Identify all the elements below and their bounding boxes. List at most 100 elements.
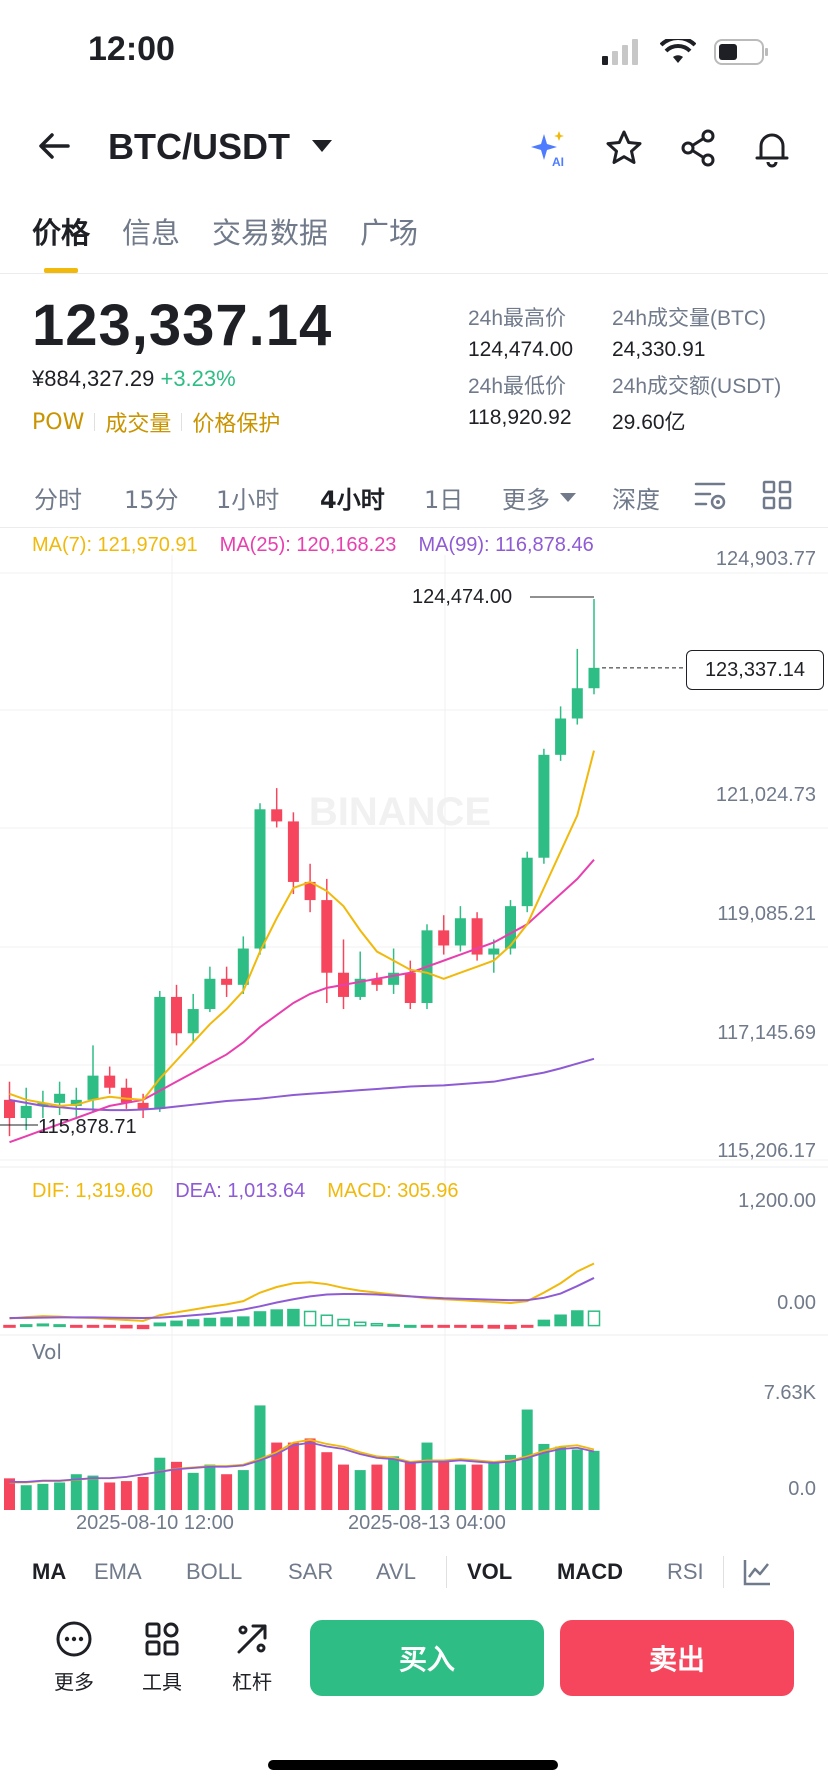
macd-histogram-bar	[103, 1324, 116, 1328]
macd-histogram-bar	[470, 1324, 484, 1329]
volume-bar	[438, 1461, 450, 1510]
candle-body	[454, 918, 466, 946]
tools-action[interactable]: 工具	[132, 1620, 192, 1695]
top-nav: BTC/USDT AI	[0, 118, 828, 174]
macd-histogram-bar	[537, 1319, 551, 1327]
tag-list: POW 成交量 价格保护	[32, 406, 280, 438]
candle	[521, 851, 533, 913]
vol-ma-line-2	[9, 1441, 595, 1483]
volume-bar	[221, 1474, 233, 1510]
timeframe-1d[interactable]: 1日	[424, 486, 464, 514]
macd-histogram-bar	[19, 1324, 33, 1328]
tab-price[interactable]: 价格	[32, 216, 91, 250]
signal-icon	[602, 39, 638, 65]
timeframe-1h[interactable]: 1小时	[216, 486, 280, 514]
tag-volume[interactable]: 成交量	[105, 412, 172, 437]
bell-icon[interactable]	[752, 128, 792, 168]
price-axis-label: 117,145.69	[717, 1022, 816, 1044]
indicator-macd[interactable]: MACD	[557, 1559, 623, 1584]
candlestick-chart[interactable]: BINANCE	[0, 555, 828, 1515]
sell-button[interactable]: 卖出	[560, 1620, 794, 1696]
macd-histogram-bar	[437, 1324, 450, 1328]
indicator-ma[interactable]: MA	[32, 1559, 67, 1584]
macd-histogram-bar	[320, 1314, 334, 1327]
volume-bar	[54, 1482, 66, 1510]
more-action[interactable]: 更多	[44, 1620, 104, 1695]
candle-body	[505, 906, 516, 949]
volume-bar	[171, 1461, 182, 1510]
volume-bar	[304, 1438, 316, 1510]
indicator-sar[interactable]: SAR	[288, 1559, 334, 1584]
candle-body	[571, 688, 583, 719]
macd-histogram-bar	[337, 1318, 350, 1327]
depth-button[interactable]: 深度	[612, 486, 660, 514]
pair-dropdown-icon[interactable]	[312, 140, 332, 152]
candle-body	[70, 1099, 82, 1106]
candle-body	[471, 918, 483, 955]
volume-bar	[20, 1485, 32, 1510]
price-axis-label: 121,024.73	[715, 784, 816, 806]
tag-pow[interactable]: POW	[32, 409, 85, 435]
volume-bar	[388, 1456, 400, 1510]
candle-body	[438, 930, 450, 946]
favorite-star-icon[interactable]	[604, 128, 644, 168]
macd-panel	[3, 1262, 601, 1330]
grid-layout-icon[interactable]	[762, 480, 792, 510]
timeframe-more[interactable]: 更多	[502, 486, 550, 514]
volume-bar	[37, 1483, 49, 1510]
buy-button[interactable]: 买入	[310, 1620, 544, 1696]
back-arrow-icon[interactable]	[34, 126, 74, 166]
timeframe-4h[interactable]: 4小时	[320, 486, 385, 514]
volume-bar	[4, 1478, 15, 1510]
stat-value: 118,920.92	[468, 406, 572, 429]
indicator-rsi[interactable]: RSI	[667, 1559, 704, 1584]
candle-body	[388, 972, 400, 985]
wifi-icon	[660, 39, 696, 63]
stat-value: 29.60亿	[612, 411, 686, 434]
indicator-avl[interactable]: AVL	[376, 1559, 416, 1584]
leverage-action[interactable]: 杠杆	[222, 1620, 282, 1695]
indicator-settings-icon[interactable]	[742, 1557, 772, 1587]
candle-body	[237, 948, 249, 985]
trading-pair-title[interactable]: BTC/USDT	[108, 126, 290, 167]
candle-body	[321, 900, 333, 973]
binance-watermark: BINANCE	[309, 790, 491, 834]
macd-value: MACD: 305.96	[327, 1180, 459, 1202]
candle	[70, 1087, 82, 1119]
chart-settings-icon[interactable]	[694, 480, 728, 512]
candle-body	[171, 996, 182, 1034]
candle	[204, 966, 216, 1013]
candle	[538, 748, 550, 864]
indicator-bar: MA EMA BOLL SAR AVL VOL MACD RSI	[32, 1556, 772, 1588]
tag-price-protection[interactable]: 价格保护	[192, 412, 281, 437]
indicator-vol[interactable]: VOL	[467, 1559, 513, 1584]
share-icon[interactable]	[678, 128, 718, 168]
ma99-line	[9, 1057, 595, 1112]
indicator-ema[interactable]: EMA	[94, 1559, 142, 1584]
candle-body	[154, 996, 166, 1109]
macd-histogram-bar	[303, 1310, 317, 1327]
indicator-boll[interactable]: BOLL	[186, 1559, 243, 1584]
timeframe-line[interactable]: 分时	[34, 486, 82, 514]
stat-label: 24h成交量(BTC)	[612, 307, 767, 330]
candle-body	[287, 821, 299, 882]
current-price-tag[interactable]: 123,337.14	[686, 650, 824, 690]
candle	[137, 1093, 149, 1119]
macd-histogram-bar	[504, 1324, 517, 1330]
tab-info[interactable]: 信息	[122, 216, 181, 250]
macd-histogram-bar	[70, 1324, 83, 1328]
tab-trading-data[interactable]: 交易数据	[212, 216, 329, 250]
candle-body	[137, 1102, 149, 1109]
timeframe-15m[interactable]: 15分	[124, 486, 179, 514]
low-price-marker: 115,878.71	[38, 1116, 137, 1138]
macd-histogram-bar	[36, 1323, 50, 1327]
macd-histogram-bar	[170, 1320, 183, 1327]
ai-sparkle-icon[interactable]: AI	[528, 128, 568, 168]
volume-bar	[421, 1442, 433, 1510]
volume-bar	[237, 1470, 249, 1510]
volume-bar	[338, 1464, 349, 1510]
tag-divider	[94, 413, 96, 431]
page-tabs: 价格 信息 交易数据 广场	[32, 210, 418, 252]
more-caret-icon[interactable]	[560, 493, 576, 502]
tab-square[interactable]: 广场	[360, 216, 419, 250]
